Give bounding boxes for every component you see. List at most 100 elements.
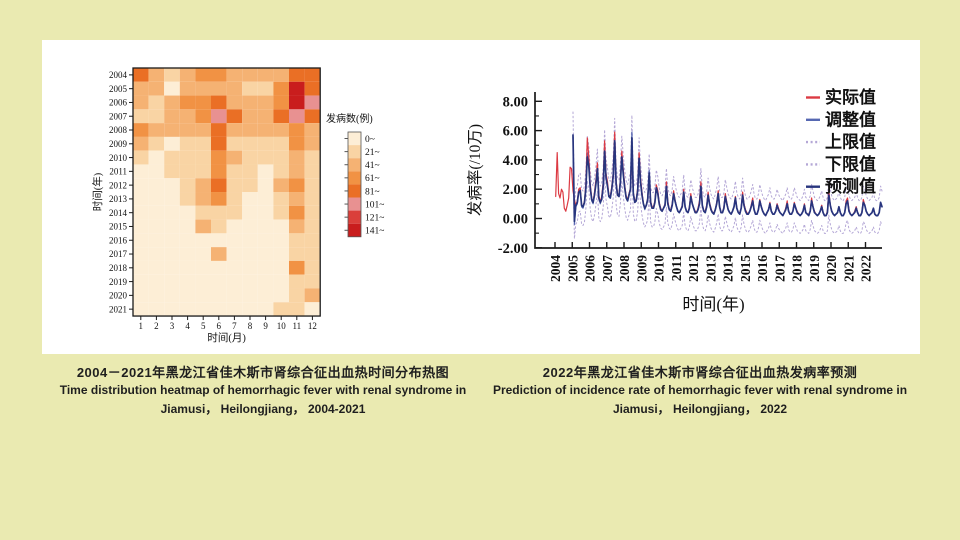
heatmap-cell [180, 109, 196, 123]
ytick-label: 6.00 [503, 124, 528, 140]
heatmap-cell [180, 220, 196, 234]
heatmap-cell [289, 288, 305, 302]
heatmap-cell [149, 178, 165, 192]
heatmap-cell [305, 261, 321, 275]
heatmap-cell [289, 123, 305, 137]
heatmap-legend-bin-label: 41~ [365, 161, 380, 171]
heatmap-cell [149, 68, 165, 82]
left-caption-title-en-2: Jiamusi， Heilongjiang， 2004-2021 [40, 400, 486, 419]
heatmap-ytick-label: 2016 [109, 235, 128, 245]
heatmap-cell [273, 82, 289, 96]
heatmap-cell [258, 275, 274, 289]
heatmap-cell [164, 233, 180, 247]
left-caption-title-zh: 2004－2021年黑龙江省佳木斯市肾综合征出血热时间分布热图 [40, 364, 486, 381]
heatmap-cell [289, 302, 305, 316]
heatmap-cell [164, 206, 180, 220]
heatmap-cell [195, 123, 211, 137]
heatmap-cell [164, 123, 180, 137]
heatmap-cell [180, 261, 196, 275]
heatmap-ytick-label: 2005 [109, 84, 128, 94]
heatmap-cell [242, 123, 258, 137]
heatmap-cell [305, 178, 321, 192]
heatmap-ytick-label: 2015 [109, 222, 128, 232]
heatmap-cell [195, 96, 211, 110]
heatmap-cell [180, 151, 196, 165]
heatmap-cell [273, 151, 289, 165]
xtick-label: 2014 [721, 255, 736, 282]
xtick-label: 2010 [652, 255, 667, 282]
heatmap-cell [149, 220, 165, 234]
heatmap-cell [258, 123, 274, 137]
heatmap-cell [305, 302, 321, 316]
heatmap-cell [242, 275, 258, 289]
heatmap-cell [289, 220, 305, 234]
heatmap-cell [195, 151, 211, 165]
heatmap-cell [180, 137, 196, 151]
heatmap-cell [305, 247, 321, 261]
xtick-label: 2020 [824, 255, 839, 282]
heatmap-cell [195, 302, 211, 316]
heatmap-cell [164, 220, 180, 234]
heatmap-cell [305, 288, 321, 302]
heatmap-cell [195, 68, 211, 82]
heatmap-cell [305, 96, 321, 110]
heatmap-cell [227, 275, 243, 289]
heatmap-cell [133, 164, 149, 178]
heatmap-cell [211, 206, 227, 220]
heatmap-cell [227, 206, 243, 220]
heatmap-legend-swatch [348, 171, 361, 184]
heatmap-cell [227, 302, 243, 316]
heatmap-cell [180, 82, 196, 96]
heatmap-cell [133, 261, 149, 275]
heatmap-cell [273, 68, 289, 82]
heatmap-cell [305, 137, 321, 151]
heatmap-cell [289, 164, 305, 178]
heatmap-cell [133, 151, 149, 165]
heatmap-cell [273, 247, 289, 261]
heatmap-legend-bin-label: 141~ [365, 227, 384, 237]
heatmap-legend-swatch [348, 198, 361, 211]
right-caption: 2022年黑龙江省佳木斯市肾综合征出血热发病率预测 Prediction of … [477, 364, 923, 418]
heatmap-cell [180, 192, 196, 206]
xtick-label: 2006 [583, 255, 598, 282]
heatmap-cell [133, 137, 149, 151]
heatmap-cell [149, 151, 165, 165]
heatmap-cell [195, 137, 211, 151]
heatmap-cell [164, 109, 180, 123]
heatmap-cell [289, 178, 305, 192]
heatmap-legend-bin-label: 101~ [365, 200, 384, 210]
heatmap-cell [258, 247, 274, 261]
heatmap-cell [211, 96, 227, 110]
heatmap-cell [195, 275, 211, 289]
heatmap-cell [289, 261, 305, 275]
heatmap-legend-swatch [348, 224, 361, 237]
legend-label: 预测值 [825, 176, 876, 196]
heatmap-cell [227, 288, 243, 302]
heatmap-cell [195, 220, 211, 234]
heatmap-cell [195, 261, 211, 275]
line-chart-xlabel: 时间(年) [682, 295, 744, 314]
heatmap-ytick-label: 2012 [109, 180, 127, 190]
xtick-label: 2005 [565, 255, 580, 282]
heatmap-ytick-label: 2004 [109, 70, 128, 80]
heatmap-cell [149, 261, 165, 275]
heatmap-cell [289, 109, 305, 123]
heatmap-cell [273, 164, 289, 178]
heatmap-cell [211, 109, 227, 123]
heatmap-legend-swatch [348, 145, 361, 158]
heatmap-legend-bin-label: 81~ [365, 187, 380, 197]
heatmap-cell [289, 233, 305, 247]
heatmap-cell [227, 261, 243, 275]
heatmap-cell [305, 275, 321, 289]
heatmap-cell [258, 178, 274, 192]
heatmap-cell [180, 233, 196, 247]
heatmap-cell [164, 178, 180, 192]
heatmap-ytick-label: 2007 [109, 111, 128, 121]
ytick-label: -2.00 [498, 241, 528, 257]
heatmap-cell [211, 178, 227, 192]
heatmap-cell [242, 68, 258, 82]
heatmap-cell [133, 288, 149, 302]
heatmap-cell [273, 178, 289, 192]
legend-label: 实际值 [825, 87, 876, 107]
heatmap-cell [289, 192, 305, 206]
